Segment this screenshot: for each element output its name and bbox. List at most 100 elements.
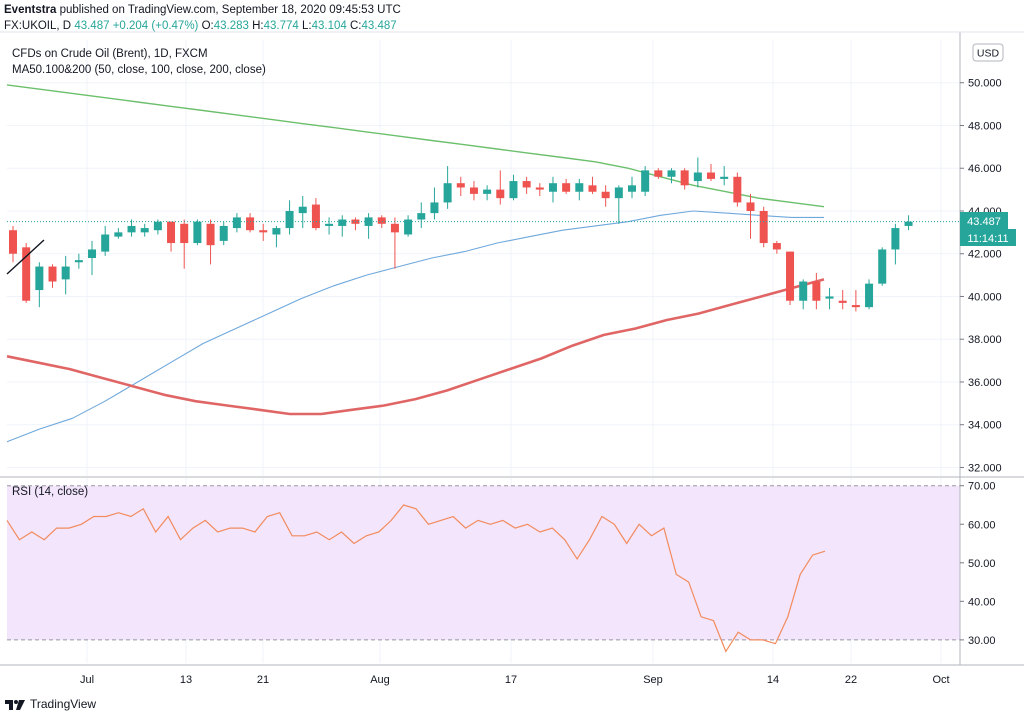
publisher-name[interactable]: Eventstra [4,4,57,16]
candle-body [430,202,439,214]
price-tick-label: 36.000 [968,377,1002,389]
candle-down [786,251,795,306]
candle-up [417,202,426,229]
candle-down [390,217,399,269]
time-tick-label: 13 [180,674,192,686]
high-label: H: [252,20,264,32]
close-value: 43.487 [361,20,397,32]
candle-down [351,217,360,231]
candle-up [904,215,913,231]
price-chart[interactable]: 32.00034.00036.00038.00040.00042.00044.0… [0,0,1024,692]
price-tag: 43.487 11:14:11 [960,212,1016,246]
candle-up [272,225,281,248]
candle-body [22,247,31,301]
candle-body [88,249,97,258]
candle-up [127,219,136,237]
candle-body [417,213,426,220]
candle-body [456,183,465,188]
candle-body [759,210,768,244]
candle-body [588,185,597,192]
candle-body [496,189,505,199]
price-tag-value: 43.487 [967,216,1001,228]
candle-body [575,183,584,192]
candle-body [74,260,83,263]
candle-body [232,217,241,229]
candle-down [180,219,189,269]
candle-up [61,255,70,295]
moving-averages [6,84,825,443]
low-label: L: [302,20,312,32]
candle-body [654,170,663,177]
low-value: 43.104 [311,20,347,32]
candle-body [219,225,228,241]
candle-body [627,185,636,192]
candle-body [865,283,874,308]
candle-up [74,253,83,269]
candle-body [693,172,702,182]
candle-body [509,181,518,199]
rsi-tick-label: 70.00 [968,481,996,493]
candle-body [614,187,623,199]
countdown-timer: 11:14:11 [967,233,1008,245]
candle-body [548,183,557,192]
candle-up [641,166,650,197]
time-tick-label: 17 [505,674,517,686]
candle-up [404,215,413,237]
candle-body [364,217,373,226]
candle-body [9,230,17,254]
candle-down [838,290,847,310]
chart-header: Eventstra published on TradingView.com, … [4,2,401,34]
candle-body [878,249,887,284]
candle-up [509,174,518,201]
candle-body [535,187,544,190]
tradingview-logo[interactable]: TradingView [4,697,96,711]
rsi-tick-label: 40.00 [968,596,996,608]
candle-body [522,181,531,188]
candle-body [641,170,650,192]
candles [9,157,913,312]
candle-body [720,176,729,179]
candle-down [22,243,31,303]
price-tick-label: 38.000 [968,334,1002,346]
trend-line[interactable] [6,239,45,275]
candle-body [483,189,492,194]
rsi-tick-label: 60.00 [968,519,996,531]
time-tick-label: 14 [767,674,779,686]
last-close: 43.487 [74,20,110,32]
ma-line [6,278,825,416]
currency-button[interactable]: USD [972,43,1004,62]
ma-line [6,84,825,208]
price-tick-label: 40.000 [968,291,1002,303]
candle-body [48,266,57,282]
candle-down [48,264,57,288]
candle-up [338,215,347,237]
price-tick-label: 48.000 [968,120,1002,132]
candle-body [298,206,307,214]
candle-down [9,225,17,263]
price-tick-label: 50.000 [968,78,1002,90]
time-tick-label: Aug [370,674,390,686]
candle-up [575,178,584,201]
candle-body [259,230,268,233]
rsi-polyline [6,504,826,653]
candle-body [838,300,847,303]
candle-up [799,279,808,310]
time-tick-label: Jul [80,674,94,686]
candle-body [35,266,44,291]
published-info: published on TradingView.com, September … [59,4,401,16]
candle-body [180,223,189,244]
candle-body [193,221,202,244]
candle-body [246,217,255,231]
candle-body [377,217,386,224]
brand-name: TradingView [30,697,97,711]
candle-up [483,185,492,201]
candle-body [851,305,860,308]
rsi-tick-label: 30.00 [968,635,996,647]
candle-body [338,219,347,226]
close-label: C: [349,20,362,32]
candle-up [140,223,149,237]
candle-up [88,240,97,276]
price-tick-label: 42.000 [968,249,1002,261]
candle-down [206,219,215,265]
candle-down [167,221,176,252]
